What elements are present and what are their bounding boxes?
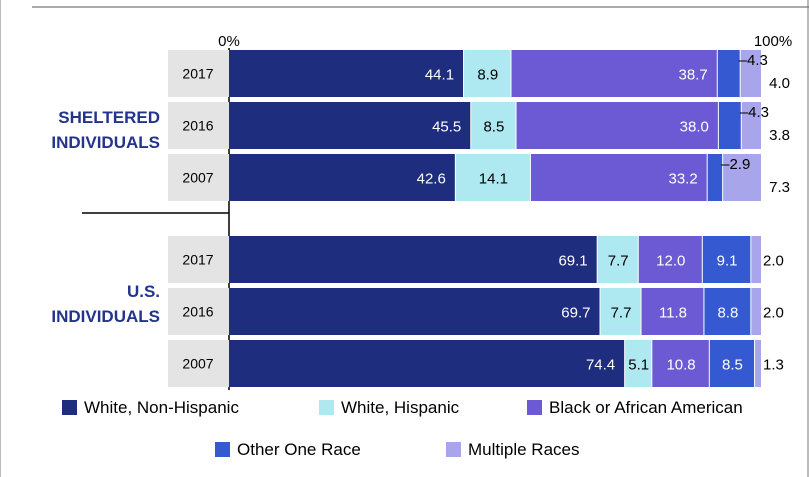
bar-segment <box>707 154 723 201</box>
year-box <box>168 236 229 283</box>
data-label: 7.7 <box>611 305 632 322</box>
bar-segment <box>702 236 751 283</box>
bar-segment <box>717 50 740 97</box>
data-label: 38.7 <box>679 67 708 84</box>
data-label: 44.1 <box>425 67 454 84</box>
data-label: –4.3 <box>740 104 769 121</box>
data-label: 14.1 <box>479 171 508 188</box>
bar-segment <box>516 102 718 149</box>
bar-segment <box>455 154 530 201</box>
bar-segment <box>530 154 707 201</box>
legend-swatch <box>319 400 334 415</box>
data-label: 33.2 <box>668 171 697 188</box>
bar-segment <box>625 340 652 387</box>
data-label: 2.0 <box>763 305 784 322</box>
legend-swatch <box>446 442 461 457</box>
year-label: 2016 <box>182 304 213 320</box>
bar-segment <box>652 340 709 387</box>
legend-label: Black or African American <box>549 398 743 417</box>
data-label: 7.3 <box>769 179 790 196</box>
data-label: 10.8 <box>666 357 695 374</box>
data-label: 1.3 <box>763 357 784 374</box>
bar-segment <box>718 102 741 149</box>
data-label: 42.6 <box>417 171 446 188</box>
data-label: 8.9 <box>477 67 498 84</box>
x-tick-100: 100% <box>754 33 792 50</box>
bar-segment <box>229 236 597 283</box>
data-label: –4.3 <box>739 52 768 69</box>
bar-segment <box>755 340 761 387</box>
data-label: 7.7 <box>608 253 629 270</box>
bar-segment <box>471 102 516 149</box>
data-label: 11.8 <box>659 305 687 322</box>
data-label: 69.1 <box>558 253 587 270</box>
legend-swatch <box>62 400 77 415</box>
legend-swatch <box>215 442 230 457</box>
group-label-1-line-0: U.S. <box>127 282 160 301</box>
year-box <box>168 50 229 97</box>
bar-segment <box>229 102 471 149</box>
bar-segment <box>229 340 625 387</box>
year-label: 2017 <box>182 252 213 268</box>
year-label: 2016 <box>182 118 213 134</box>
data-label: 2.0 <box>763 253 784 270</box>
year-box <box>168 154 229 201</box>
data-label: 3.8 <box>769 127 790 144</box>
year-box <box>168 288 229 335</box>
group-label-1-line-1: INDIVIDUALS <box>51 307 160 326</box>
data-label: 4.0 <box>769 75 790 92</box>
group-label-0-line-1: INDIVIDUALS <box>51 133 160 152</box>
bar-segment <box>641 288 704 335</box>
bar-segment <box>464 50 511 97</box>
x-tick-0: 0% <box>218 33 240 50</box>
bar-segment <box>638 236 702 283</box>
data-label: 45.5 <box>432 119 461 136</box>
year-label: 2007 <box>182 170 213 186</box>
bar-segment <box>600 288 641 335</box>
bar-segment <box>723 154 761 201</box>
data-label: 74.4 <box>586 357 615 374</box>
legend-label: Multiple Races <box>468 440 580 459</box>
bar-segment <box>751 236 761 283</box>
year-label: 2007 <box>182 356 213 372</box>
bar-segment <box>229 50 464 97</box>
data-label: 38.0 <box>680 119 709 136</box>
data-label: 5.1 <box>628 357 649 374</box>
bar-segment <box>597 236 638 283</box>
bar-segment <box>229 288 600 335</box>
year-label: 2017 <box>182 66 213 82</box>
group-label-0-line-0: SHELTERED <box>58 108 160 127</box>
data-label: 69.7 <box>561 305 590 322</box>
year-box <box>168 102 229 149</box>
legend-label: White, Hispanic <box>341 398 460 417</box>
data-label: 8.8 <box>717 305 738 322</box>
data-label: 8.5 <box>483 119 504 136</box>
bar-segment <box>511 50 717 97</box>
legend-label: White, Non-Hispanic <box>84 398 239 417</box>
data-label: 12.0 <box>656 253 685 270</box>
bar-segment <box>740 50 761 97</box>
legend-swatch <box>527 400 542 415</box>
bar-segment <box>751 288 761 335</box>
data-label: 8.5 <box>722 357 743 374</box>
bar-segment <box>704 288 751 335</box>
bar-segment <box>709 340 755 387</box>
data-label: –2.9 <box>721 156 750 173</box>
data-label: 9.1 <box>717 253 738 270</box>
bar-segment <box>229 154 455 201</box>
year-box <box>168 340 229 387</box>
legend-label: Other One Race <box>237 440 361 459</box>
bar-segment <box>741 102 761 149</box>
